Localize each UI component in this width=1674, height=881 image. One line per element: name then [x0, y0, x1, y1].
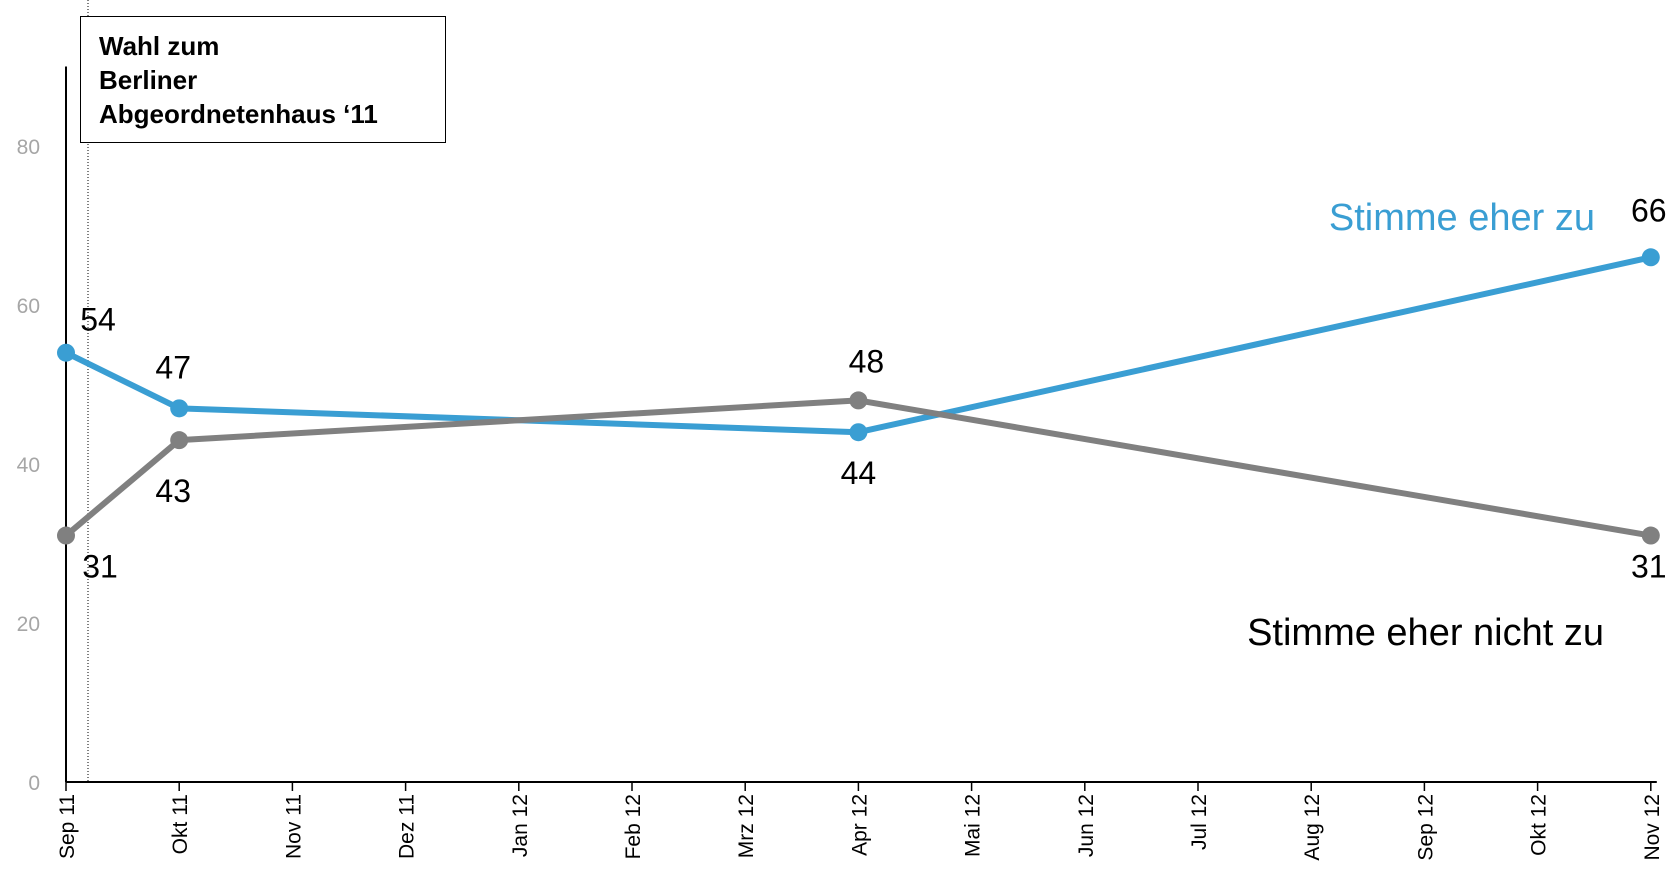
x-tick-label: Mrz 12 [735, 794, 758, 858]
series-1-data-label: 44 [841, 455, 877, 491]
x-tick-label: Sep 11 [56, 794, 79, 859]
annotation-line-3: Abgeordnetenhaus ‘11 [99, 99, 378, 129]
series-layer [57, 248, 1660, 545]
series-1-point [849, 423, 868, 442]
labels-layer: 54 47 44 66 31 43 48 31 Stimme eher zu Stimme ehe… [80, 192, 1666, 654]
x-tick-label: Mai 12 [962, 794, 985, 857]
x-tick-label: Jul 12 [1188, 794, 1211, 850]
series-2-data-label: 43 [155, 473, 191, 509]
x-tick-label: Nov 12 [1641, 794, 1664, 861]
axes: 0 20 40 60 80 Sep 11 Okt 11 Nov 11 Dez 11 Jan 12 F… [17, 0, 1664, 861]
election-annotation-box: Wahl zum Berliner Abgeordnetenhaus ‘11 [80, 16, 446, 143]
x-tick-label: Dez 11 [396, 794, 419, 859]
annotation-line-1: Wahl zum [99, 31, 220, 61]
y-tick-label: 0 [28, 772, 40, 795]
y-tick-label: 20 [17, 613, 40, 636]
x-tick-label: Nov 11 [282, 794, 305, 859]
x-tick-label: Okt 12 [1528, 794, 1551, 856]
series-2-data-label: 31 [1631, 549, 1667, 585]
series-1-data-label: 66 [1631, 192, 1667, 228]
y-tick-label: 80 [17, 136, 40, 159]
x-tick-label: Feb 12 [622, 794, 645, 859]
series-1-point [170, 399, 189, 418]
series-1-point [1641, 248, 1660, 267]
x-tick-label: Sep 12 [1414, 794, 1437, 861]
series-2-data-label: 48 [849, 343, 885, 379]
series-2-point [57, 526, 75, 545]
x-tick-label: Aug 12 [1301, 794, 1324, 861]
series-1-data-label: 54 [80, 302, 116, 338]
series-2-point [1641, 526, 1660, 545]
series-2-name-label: Stimme eher nicht zu [1247, 612, 1604, 654]
series-line-2 [64, 397, 1652, 539]
series-1-name-label: Stimme eher zu [1329, 197, 1595, 239]
series-1-data-label: 47 [155, 349, 191, 385]
x-tick-label: Apr 12 [848, 794, 871, 856]
series-2-data-label: 31 [82, 549, 118, 585]
x-tick-label: Jan 12 [509, 794, 532, 857]
annotation-line-2: Berliner [99, 65, 198, 95]
y-tick-label: 60 [17, 295, 40, 318]
x-tick-label: Okt 11 [169, 794, 192, 854]
series-2-point [849, 391, 868, 410]
x-tick-label: Jun 12 [1075, 794, 1098, 857]
series-2-point [170, 431, 189, 450]
y-tick-label: 40 [17, 454, 40, 477]
series-1-point [57, 343, 75, 362]
